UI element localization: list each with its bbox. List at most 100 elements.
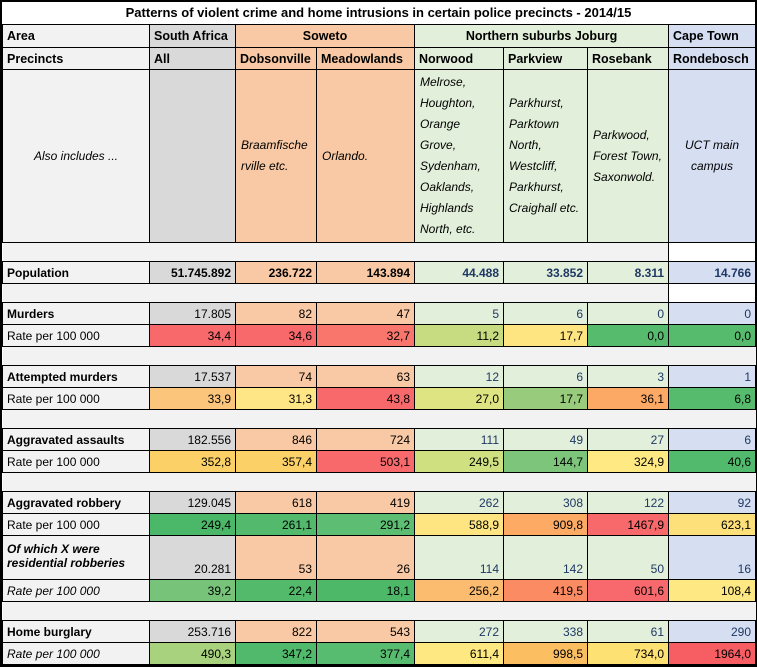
cell-population-norwood[interactable]: 44.488 [414, 261, 505, 284]
also-includes-parkview[interactable]: Parkhurst, Parktown North, Westcliff, Pa… [503, 69, 589, 243]
cell-aggravated-robbery-rate-south-africa[interactable]: 249,4 [149, 513, 236, 536]
cell-population-parkview[interactable]: 33.852 [503, 261, 589, 284]
cell-murders-rondebosch[interactable]: 0 [668, 302, 757, 325]
cell-murders-meadowlands[interactable]: 47 [315, 302, 416, 325]
cell-murders-rate-norwood[interactable]: 11,2 [414, 324, 505, 347]
header-precincts[interactable]: Precincts [2, 47, 150, 70]
cell-aggravated-assaults-rate-dobsonville[interactable]: 357,4 [235, 450, 317, 473]
cell-aggravated-robbery-dobsonville[interactable]: 618 [235, 491, 317, 514]
cell-aggravated-robbery-rate-parkview[interactable]: 909,8 [503, 513, 589, 536]
cell-aggravated-assaults-rondebosch[interactable]: 6 [668, 428, 757, 451]
cell-aggravated-assaults-rate-norwood[interactable]: 249,5 [414, 450, 505, 473]
row-label-murders[interactable]: Murders [2, 302, 150, 325]
cell-home-burglary-rate-rondebosch[interactable]: 1964,0 [668, 642, 757, 665]
cell-murders-rate-meadowlands[interactable]: 32,7 [315, 324, 416, 347]
also-includes-rondebosch[interactable]: UCT main campus [668, 69, 757, 243]
cell-attempted-murders-rate-rondebosch[interactable]: 6,8 [668, 387, 757, 410]
cell-aggravated-assaults-rate-parkview[interactable]: 144,7 [503, 450, 589, 473]
cell-home-burglary-rate-rosebank[interactable]: 734,0 [587, 642, 670, 665]
cell-home-burglary-rate-parkview[interactable]: 998,5 [503, 642, 589, 665]
row-label-home-burglary-rate[interactable]: Rate per 100 000 [2, 642, 150, 665]
cell-aggravated-robbery-south-africa[interactable]: 129.045 [149, 491, 236, 514]
cell-residential-robberies-rosebank[interactable]: 50 [587, 535, 670, 580]
also-includes-label[interactable]: Also includes ... [2, 69, 150, 243]
cell-murders-rate-parkview[interactable]: 17,7 [503, 324, 589, 347]
precinct-header-rosebank[interactable]: Rosebank [587, 47, 670, 70]
cell-home-burglary-rate-south-africa[interactable]: 490,3 [149, 642, 236, 665]
cell-murders-dobsonville[interactable]: 82 [235, 302, 317, 325]
cell-aggravated-assaults-dobsonville[interactable]: 846 [235, 428, 317, 451]
cell-population-south-africa[interactable]: 51.745.892 [149, 261, 236, 284]
row-label-residential-robberies[interactable]: Of which X were residential robberies [2, 535, 150, 580]
cell-attempted-murders-meadowlands[interactable]: 63 [315, 365, 416, 388]
cell-aggravated-assaults-rate-rondebosch[interactable]: 40,6 [668, 450, 757, 473]
cell-murders-rate-rosebank[interactable]: 0,0 [587, 324, 670, 347]
cell-residential-robberies-rate-rosebank[interactable]: 601,6 [587, 579, 670, 602]
cell-residential-robberies-rate-norwood[interactable]: 256,2 [414, 579, 505, 602]
cell-residential-robberies-meadowlands[interactable]: 26 [315, 535, 416, 580]
cell-residential-robberies-rate-parkview[interactable]: 419,5 [503, 579, 589, 602]
cell-residential-robberies-south-africa[interactable]: 20.281 [149, 535, 236, 580]
cell-attempted-murders-rate-dobsonville[interactable]: 31,3 [235, 387, 317, 410]
cell-aggravated-robbery-norwood[interactable]: 262 [414, 491, 505, 514]
precinct-header-meadowlands[interactable]: Meadowlands [315, 47, 416, 70]
cell-population-meadowlands[interactable]: 143.894 [315, 261, 416, 284]
cell-residential-robberies-parkview[interactable]: 142 [503, 535, 589, 580]
cell-population-rondebosch[interactable]: 14.766 [668, 261, 757, 284]
cell-attempted-murders-rate-parkview[interactable]: 17,7 [503, 387, 589, 410]
row-label-home-burglary[interactable]: Home burglary [2, 620, 150, 643]
also-includes-rosebank[interactable]: Parkwood, Forest Town, Saxonwold. [587, 69, 670, 243]
cell-residential-robberies-norwood[interactable]: 114 [414, 535, 505, 580]
cell-attempted-murders-parkview[interactable]: 6 [503, 365, 589, 388]
cell-residential-robberies-rondebosch[interactable]: 16 [668, 535, 757, 580]
row-label-aggravated-robbery-rate[interactable]: Rate per 100 000 [2, 513, 150, 536]
cell-residential-robberies-rate-south-africa[interactable]: 39,2 [149, 579, 236, 602]
cell-attempted-murders-rondebosch[interactable]: 1 [668, 365, 757, 388]
cell-residential-robberies-rate-dobsonville[interactable]: 22,4 [235, 579, 317, 602]
cell-residential-robberies-rate-meadowlands[interactable]: 18,1 [315, 579, 416, 602]
row-label-population[interactable]: Population [2, 261, 150, 284]
cell-attempted-murders-rate-south-africa[interactable]: 33,9 [149, 387, 236, 410]
cell-aggravated-assaults-rate-rosebank[interactable]: 324,9 [587, 450, 670, 473]
cell-aggravated-assaults-south-africa[interactable]: 182.556 [149, 428, 236, 451]
row-label-residential-robberies-rate[interactable]: Rate per 100 000 [2, 579, 150, 602]
cell-population-dobsonville[interactable]: 236.722 [235, 261, 317, 284]
cell-aggravated-robbery-rate-norwood[interactable]: 588,9 [414, 513, 505, 536]
cell-aggravated-robbery-rate-dobsonville[interactable]: 261,1 [235, 513, 317, 536]
cell-home-burglary-rondebosch[interactable]: 290 [668, 620, 757, 643]
precinct-header-rondebosch[interactable]: Rondebosch [668, 47, 757, 70]
header-group-soweto[interactable]: Soweto [234, 24, 416, 48]
cell-attempted-murders-rate-norwood[interactable]: 27,0 [414, 387, 505, 410]
row-label-murders-rate[interactable]: Rate per 100 000 [2, 324, 150, 347]
cell-attempted-murders-south-africa[interactable]: 17.537 [149, 365, 236, 388]
cell-home-burglary-norwood[interactable]: 272 [414, 620, 505, 643]
row-label-aggravated-robbery[interactable]: Aggravated robbery [2, 491, 150, 514]
header-group-south-africa[interactable]: South Africa [149, 24, 236, 48]
also-includes-south-africa[interactable] [149, 69, 236, 243]
also-includes-norwood[interactable]: Melrose, Houghton, Orange Grove, Sydenha… [414, 69, 505, 243]
cell-aggravated-robbery-rondebosch[interactable]: 92 [668, 491, 757, 514]
cell-home-burglary-meadowlands[interactable]: 543 [315, 620, 416, 643]
cell-population-rosebank[interactable]: 8.311 [587, 261, 670, 284]
precinct-header-dobsonville[interactable]: Dobsonville [235, 47, 317, 70]
row-label-attempted-murders[interactable]: Attempted murders [2, 365, 150, 388]
cell-aggravated-robbery-parkview[interactable]: 308 [503, 491, 589, 514]
cell-murders-south-africa[interactable]: 17.805 [149, 302, 236, 325]
cell-aggravated-assaults-parkview[interactable]: 49 [503, 428, 589, 451]
cell-murders-norwood[interactable]: 5 [414, 302, 505, 325]
cell-aggravated-robbery-rate-rosebank[interactable]: 1467,9 [587, 513, 670, 536]
cell-murders-rate-rondebosch[interactable]: 0,0 [668, 324, 757, 347]
cell-aggravated-robbery-meadowlands[interactable]: 419 [315, 491, 416, 514]
cell-murders-rosebank[interactable]: 0 [587, 302, 670, 325]
cell-aggravated-assaults-rosebank[interactable]: 27 [587, 428, 670, 451]
precinct-header-all[interactable]: All [149, 47, 236, 70]
also-includes-dobsonville[interactable]: Braamfischerville etc. [235, 69, 317, 243]
cell-home-burglary-rate-meadowlands[interactable]: 377,4 [315, 642, 416, 665]
header-area[interactable]: Area [2, 24, 150, 48]
cell-home-burglary-rate-dobsonville[interactable]: 347,2 [235, 642, 317, 665]
cell-home-burglary-rate-norwood[interactable]: 611,4 [414, 642, 505, 665]
cell-aggravated-robbery-rate-rondebosch[interactable]: 623,1 [668, 513, 757, 536]
also-includes-meadowlands[interactable]: Orlando. [315, 69, 416, 243]
cell-home-burglary-dobsonville[interactable]: 822 [235, 620, 317, 643]
cell-attempted-murders-dobsonville[interactable]: 74 [235, 365, 317, 388]
